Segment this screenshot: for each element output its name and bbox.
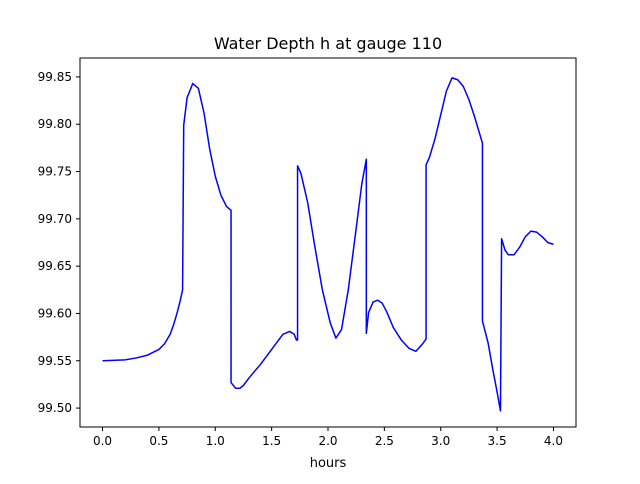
y-tick-label: 99.60 <box>38 306 72 320</box>
x-tick-label: 2.0 <box>318 434 337 448</box>
y-axis-ticks: 99.50 99.55 99.60 99.65 99.70 99.75 99.80 99.85 <box>38 70 80 415</box>
y-tick-label: 99.50 <box>38 401 72 415</box>
y-tick-label: 99.75 <box>38 165 72 179</box>
y-tick-label: 99.80 <box>38 117 72 131</box>
x-tick-label: 0.0 <box>93 434 112 448</box>
x-tick-label: 3.0 <box>431 434 450 448</box>
series-line-1 <box>102 77 554 412</box>
y-tick-label: 99.65 <box>38 259 72 273</box>
x-tick-label: 4.0 <box>544 434 563 448</box>
x-tick-label: 1.5 <box>262 434 281 448</box>
x-tick-label: 3.5 <box>488 434 507 448</box>
x-tick-label: 1.0 <box>206 434 225 448</box>
y-tick-label: 99.85 <box>38 70 72 84</box>
y-tick-label: 99.70 <box>38 212 72 226</box>
x-tick-label: 0.5 <box>149 434 168 448</box>
plot-frame <box>79 57 577 428</box>
x-axis-label: hours <box>310 456 347 471</box>
x-axis-ticks: 0.0 0.5 1.0 1.5 2.0 2.5 3.0 3.5 4.0 <box>93 427 563 448</box>
x-tick-label: 2.5 <box>375 434 394 448</box>
y-tick-label: 99.55 <box>38 354 72 368</box>
chart-title: Water Depth h at gauge 110 <box>214 34 442 53</box>
plot-area <box>102 77 554 412</box>
